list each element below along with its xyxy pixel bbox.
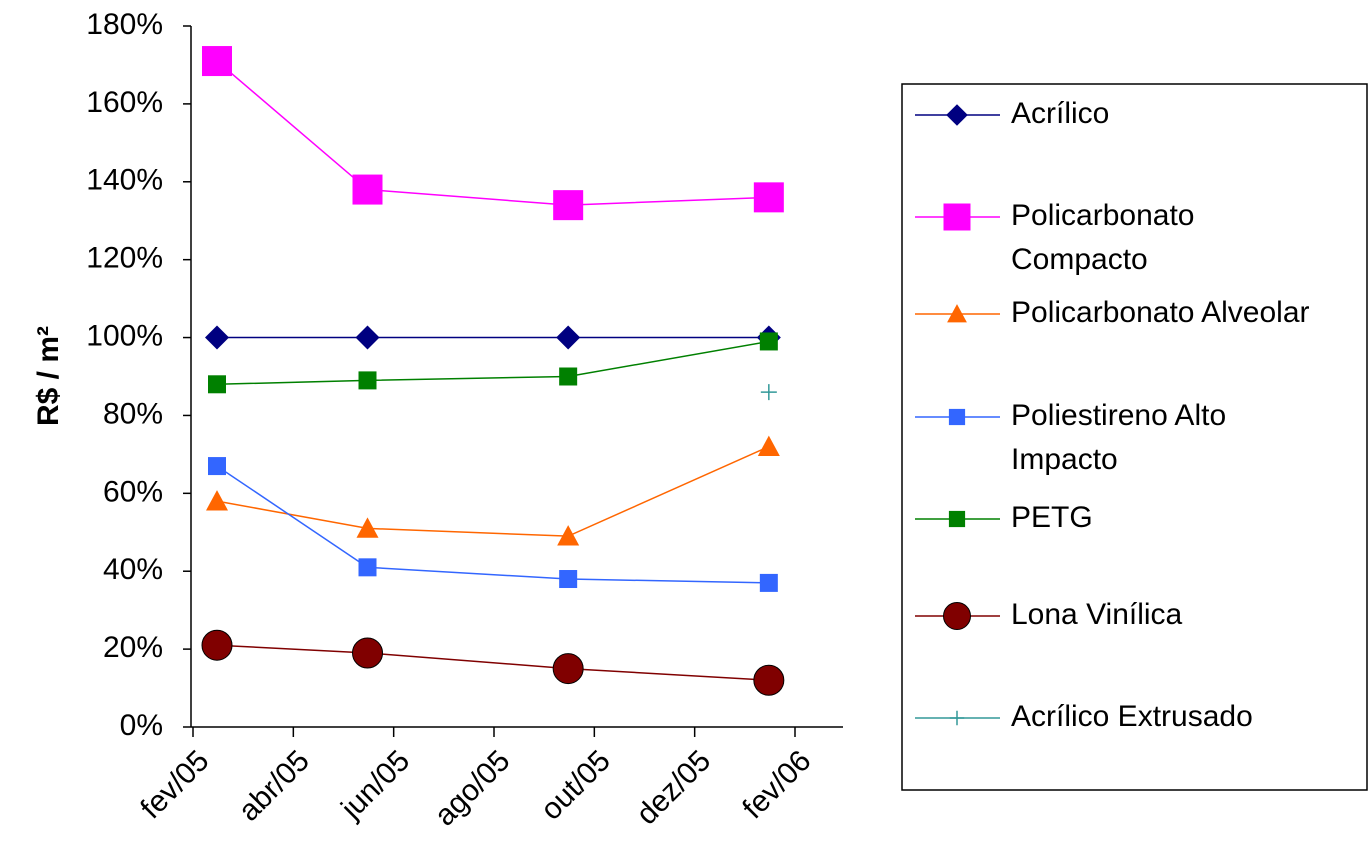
series-line xyxy=(216,60,769,206)
y-ticks: 0% 20% 40% 60% 80% 100% 120% 140% 160% 180% xyxy=(86,8,191,742)
legend-swatch-marker xyxy=(943,602,971,630)
data-point xyxy=(553,190,584,221)
legend-item: Policarbonato Alveolar xyxy=(915,296,1310,329)
data-point xyxy=(206,490,228,511)
legend-box xyxy=(901,83,1368,791)
data-point xyxy=(355,325,380,350)
series-line xyxy=(216,340,769,386)
legend-item: Lona Vinílica xyxy=(915,598,1183,631)
y-tick-label: 140% xyxy=(86,164,163,197)
x-tick-label: abr/05 xyxy=(232,744,315,827)
data-point xyxy=(759,573,778,592)
data-point xyxy=(358,371,377,390)
data-point xyxy=(557,525,580,546)
data-point xyxy=(352,637,383,669)
y-tick-label: 20% xyxy=(103,631,163,664)
data-point xyxy=(208,375,226,394)
series-4 xyxy=(208,332,778,394)
data-point xyxy=(759,332,778,351)
legend-label: Poliestireno Alto Impacto xyxy=(1011,399,1226,476)
y-tick-label: 0% xyxy=(120,709,163,742)
series-layer xyxy=(201,46,785,696)
legend-swatch-marker xyxy=(943,203,971,231)
series-line xyxy=(216,644,769,682)
data-point xyxy=(556,325,581,350)
x-tick-label: dez/05 xyxy=(630,744,717,831)
data-point xyxy=(205,325,229,350)
x-tick-label: jun/05 xyxy=(334,744,416,826)
legend-swatch-marker xyxy=(948,510,966,528)
legend-item: Acrílico xyxy=(915,97,1109,130)
legend-item: Policarbonato Compacto xyxy=(915,199,1194,276)
data-point xyxy=(753,664,785,696)
data-point xyxy=(201,629,233,661)
series-line xyxy=(216,465,769,584)
legend-swatch-marker xyxy=(946,104,968,126)
legend-item: Poliestireno Alto Impacto xyxy=(915,399,1226,476)
legend-swatch-marker xyxy=(948,408,966,426)
legend-item: Acrílico Extrusado xyxy=(915,700,1253,733)
y-tick-label: 120% xyxy=(86,242,163,275)
y-tick-label: 100% xyxy=(86,319,163,352)
data-point xyxy=(753,182,784,213)
y-tick-label: 180% xyxy=(86,8,163,41)
series-2 xyxy=(206,435,780,546)
x-tick-label: fev/06 xyxy=(736,744,817,825)
y-tick-label: 160% xyxy=(86,86,163,119)
data-point xyxy=(358,558,377,577)
legend-label: Lona Vinílica xyxy=(1011,598,1183,631)
data-point xyxy=(760,384,777,401)
x-ticks: fev/05 abr/05 jun/05 ago/05 out/05 dez/05 fev/… xyxy=(134,727,818,832)
series-0 xyxy=(205,325,781,350)
y-tick-label: 80% xyxy=(103,397,163,430)
axes xyxy=(190,26,843,728)
data-point xyxy=(202,46,232,77)
series-6 xyxy=(760,384,777,401)
x-tick-label: fev/05 xyxy=(134,744,215,825)
legend: Acrílico Policarbonato Compacto Policarbona… xyxy=(901,83,1368,791)
series-3 xyxy=(208,457,778,592)
legend-item: PETG xyxy=(915,501,1093,534)
legend-label: Policarbonato Alveolar xyxy=(1011,296,1310,329)
data-point xyxy=(559,570,578,589)
series-1 xyxy=(202,46,784,221)
legend-label: Policarbonato Compacto xyxy=(1011,199,1194,276)
x-tick-label: ago/05 xyxy=(428,744,516,832)
data-point xyxy=(356,517,379,538)
legend-swatch-marker xyxy=(949,710,965,726)
legend-swatch-marker xyxy=(947,304,967,323)
y-axis-title: R$ / m² xyxy=(32,326,65,426)
data-point xyxy=(208,457,226,476)
legend-label: Acrílico Extrusado xyxy=(1011,700,1253,733)
data-point xyxy=(552,653,584,685)
y-tick-label: 60% xyxy=(103,475,163,508)
legend-label: Acrílico xyxy=(1011,97,1109,130)
y-tick-label: 40% xyxy=(103,553,163,586)
data-point xyxy=(757,435,780,456)
data-point xyxy=(352,174,383,205)
series-5 xyxy=(201,629,785,696)
series-line xyxy=(216,445,770,537)
legend-label: PETG xyxy=(1011,501,1093,534)
x-tick-label: out/05 xyxy=(535,744,617,826)
data-point xyxy=(559,367,578,386)
